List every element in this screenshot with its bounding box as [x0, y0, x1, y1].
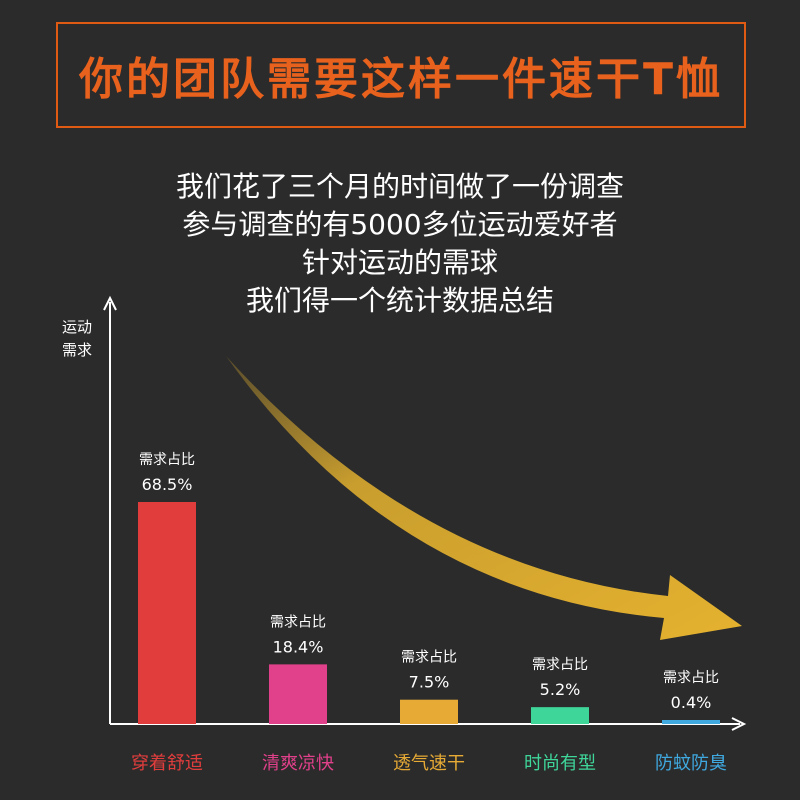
bar-caption-3: 需求占比	[401, 650, 457, 666]
y-axis-label-line-2: 需求	[62, 341, 93, 359]
intro-line-2: 参与调查的有5000多位运动爱好者	[182, 208, 618, 241]
title-box: 你的团队需要这样一件速干T恤	[56, 22, 746, 128]
bar-3	[400, 699, 458, 724]
intro-line-4: 我们得一个统计数据总结	[245, 284, 554, 317]
intro-text: 我们花了三个月的时间做了一份调查 参与调查的有5000多位运动爱好者 针对运动的…	[0, 168, 800, 320]
y-axis-label-line-1: 运动	[62, 318, 93, 336]
category-label-4: 时尚有型	[524, 753, 596, 774]
bar-value-label-3: 7.5%	[409, 673, 450, 692]
bar-5	[662, 720, 720, 724]
x-axis-arrow	[731, 717, 747, 731]
bar-caption-4: 需求占比	[532, 657, 588, 673]
category-label-5: 防蚊防臭	[655, 753, 727, 774]
bar-caption-2: 需求占比	[270, 614, 326, 630]
bar-1	[138, 502, 196, 724]
page-title: 你的团队需要这样一件速干T恤	[78, 54, 723, 105]
bar-value-label-1: 68.5%	[142, 475, 193, 494]
category-label-1: 穿着舒适	[131, 753, 203, 774]
bar-caption-5: 需求占比	[663, 670, 719, 686]
bar-value-label-5: 0.4%	[671, 693, 712, 712]
category-label-2: 清爽凉快	[262, 753, 334, 774]
bar-value-label-2: 18.4%	[273, 637, 324, 656]
intro-line-1: 我们花了三个月的时间做了一份调查	[175, 170, 624, 203]
bar-4	[531, 707, 589, 724]
bar-2	[269, 664, 327, 724]
trend-arrow	[226, 356, 742, 640]
bar-value-label-4: 5.2%	[540, 680, 581, 699]
intro-line-3: 针对运动的需球	[301, 246, 498, 279]
y-axis-arrow	[103, 295, 117, 311]
y-axis-label: 运动 需求	[62, 316, 92, 362]
category-label-3: 透气速干	[393, 753, 465, 774]
bar-caption-1: 需求占比	[139, 452, 195, 468]
